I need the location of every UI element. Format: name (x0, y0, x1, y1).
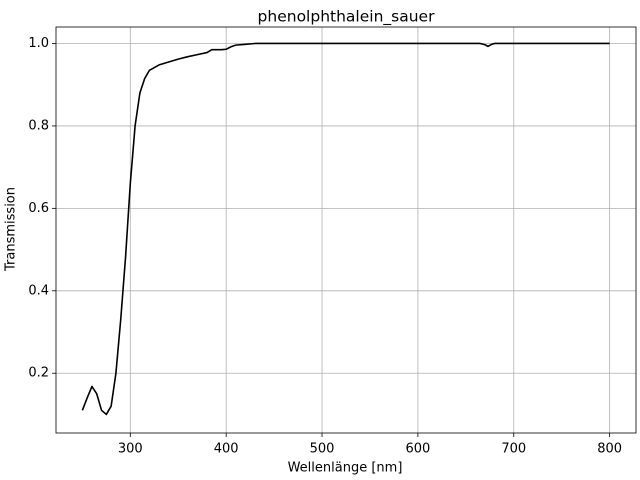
x-axis-label: Wellenlänge [nm] (288, 461, 403, 476)
y-tick-label: 0.2 (28, 366, 49, 381)
x-tick-label: 800 (597, 442, 622, 457)
y-axis-label: Transmission (4, 187, 19, 272)
y-tick-label: 1.0 (28, 36, 49, 51)
x-tick-label: 500 (310, 442, 335, 457)
x-tick-label: 400 (214, 442, 239, 457)
y-tick-label: 0.4 (28, 283, 49, 298)
x-tick-label: 600 (405, 442, 430, 457)
x-tick-label: 300 (118, 442, 143, 457)
chart-title: phenolphthalein_sauer (258, 8, 436, 27)
y-tick-label: 0.8 (28, 118, 49, 133)
y-tick-label: 0.6 (28, 201, 49, 216)
x-tick-label: 700 (501, 442, 526, 457)
plot-frame (55, 26, 637, 434)
data-line (81, 42, 610, 416)
